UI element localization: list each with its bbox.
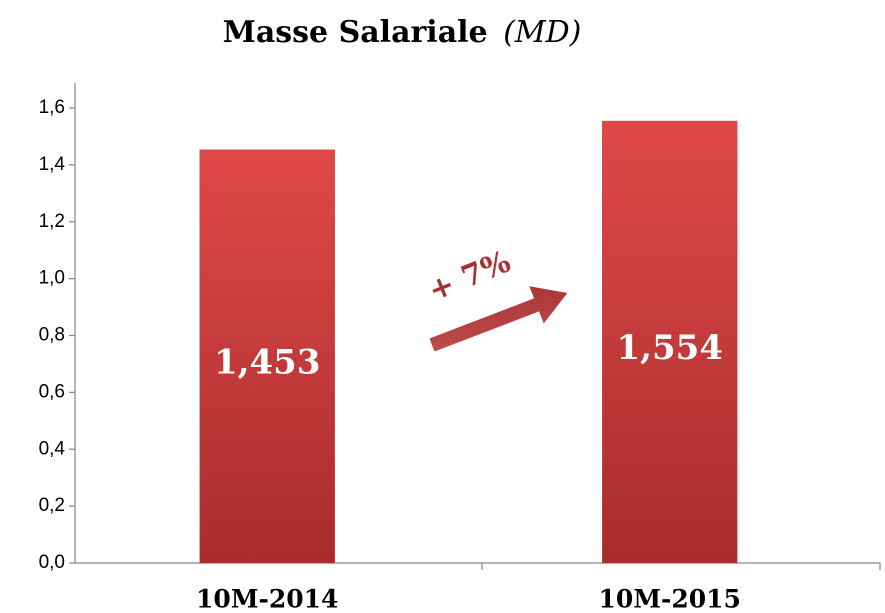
y-tick-label: 0,8: [39, 325, 65, 346]
value-label: 1,453: [214, 342, 320, 382]
y-tick-label: 0,0: [39, 552, 65, 573]
y-tick-label: 1,2: [39, 211, 65, 232]
chart-title: Masse Salariale (MD): [223, 15, 582, 50]
x-tick-label: 10M-2015: [599, 585, 741, 613]
value-label: 1,554: [617, 328, 723, 368]
title-unit: (MD): [503, 15, 581, 50]
y-tick-label: 1,0: [39, 268, 65, 289]
y-tick-label: 0,2: [39, 495, 65, 516]
bar: [602, 120, 738, 564]
y-tick-label: 0,4: [39, 438, 66, 459]
bar: [199, 149, 335, 564]
arrow-shape: [429, 286, 568, 352]
title-main: Masse Salariale: [223, 15, 488, 50]
y-tick-label: 1,6: [39, 97, 65, 118]
growth-arrow: [429, 286, 568, 352]
x-tick-label: 10M-2014: [196, 585, 338, 613]
y-tick-label: 0,6: [39, 381, 65, 402]
y-tick-label: 1,4: [39, 154, 66, 175]
annotation: + 7%: [423, 244, 515, 308]
